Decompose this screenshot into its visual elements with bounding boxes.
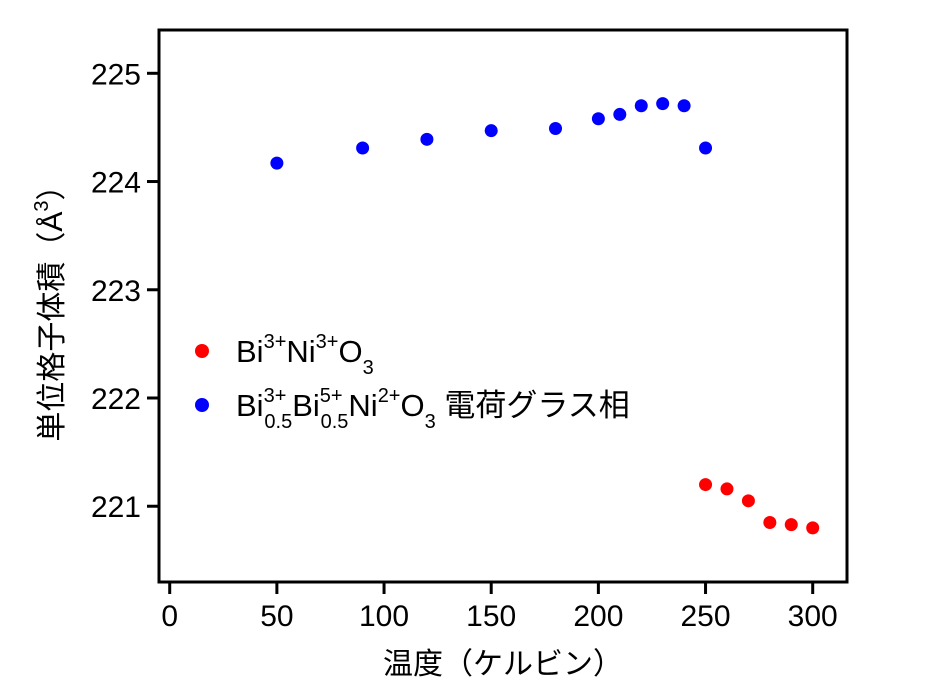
series-0-point — [699, 478, 713, 492]
legend-text-part: 2+ — [378, 385, 401, 407]
series-1-point — [699, 141, 713, 155]
x-tick-label: 50 — [260, 600, 293, 633]
legend-text-part: 3+ — [264, 385, 287, 407]
legend-text-part: 0.5 — [321, 411, 349, 433]
legend-text-part: Ni — [348, 388, 377, 423]
series-1-point — [613, 107, 627, 121]
legend-text-part: 5+ — [320, 385, 343, 407]
legend-text-part: 電荷グラス相 — [436, 388, 630, 423]
series-0-point — [784, 518, 798, 532]
legend-marker-0 — [195, 344, 209, 358]
legend-text-part: Bi — [236, 388, 264, 423]
legend-text-part: O — [338, 334, 362, 369]
legend-text-part: Bi — [236, 334, 264, 369]
series-1-point — [356, 141, 370, 155]
series-1-point — [484, 124, 498, 138]
legend-text-part: Bi — [292, 388, 320, 423]
y-tick-label: 225 — [91, 58, 141, 91]
series-1-point — [634, 99, 648, 113]
series-1-point — [591, 112, 605, 126]
x-tick-label: 0 — [161, 600, 178, 633]
plot-frame — [157, 28, 849, 584]
legend-text-part: 3 — [363, 357, 374, 379]
series-0-point — [806, 521, 820, 535]
series-1-point — [677, 99, 691, 113]
y-tick-label: 224 — [91, 167, 141, 200]
legend-marker-1 — [195, 398, 209, 412]
y-axis-ticks: 221 222 223 224 225 — [91, 58, 159, 524]
x-tick-label: 200 — [573, 600, 623, 633]
x-axis-ticks: 0 50 100 150 200 250 300 — [161, 582, 838, 633]
legend-text-part: 3 — [425, 411, 436, 433]
y-tick-label: 222 — [91, 383, 141, 416]
legend-text-part: Ni — [286, 334, 315, 369]
series-1-point — [270, 156, 284, 170]
legend-label-0: Bi3+Ni3+O3 — [236, 331, 374, 379]
y-axis-unit: Å — [36, 212, 69, 232]
series-1-point — [656, 97, 670, 111]
y-tick-label: 221 — [91, 491, 141, 524]
series-0-point — [741, 494, 755, 508]
x-tick-label: 300 — [788, 600, 838, 633]
legend-text-part: 3+ — [264, 331, 287, 353]
y-axis-label-close: ） — [36, 170, 69, 200]
series-0-point — [720, 482, 734, 496]
y-axis-unit-exponent: 3 — [31, 200, 53, 211]
legend-label-1: Bi3+ 0.5Bi5+ 0.5Ni2+O3 電荷グラス相 — [236, 385, 630, 433]
x-axis-label: 温度（ケルビン） — [383, 648, 623, 681]
y-axis-label: 単位格子体積（Å3） — [31, 170, 69, 441]
x-tick-label: 250 — [681, 600, 731, 633]
y-axis-label-text: 単位格子体積（ — [36, 232, 69, 442]
series-1-point — [420, 132, 434, 146]
legend-text-part: 3+ — [316, 331, 339, 353]
legend-text-part: O — [401, 388, 425, 423]
y-tick-label: 223 — [91, 275, 141, 308]
data-points — [270, 97, 820, 535]
series-0-point — [763, 515, 777, 529]
series-1-point — [549, 121, 563, 135]
legend-text-part: 0.5 — [264, 411, 292, 433]
y-axis-label-group: 単位格子体積（Å3） — [31, 170, 69, 441]
x-tick-label: 100 — [359, 600, 409, 633]
x-tick-label: 150 — [466, 600, 516, 633]
